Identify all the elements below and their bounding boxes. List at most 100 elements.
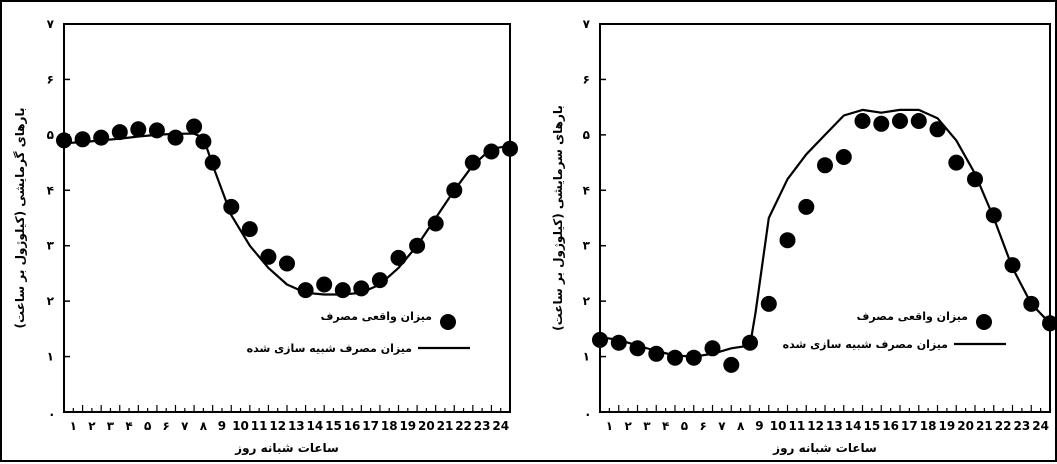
chart1-data-point xyxy=(241,221,258,238)
chart2-data-point xyxy=(667,349,683,366)
chart2-data-point xyxy=(760,295,777,312)
chart2-data-point xyxy=(610,334,627,351)
chart2-x-tick-label: 19 xyxy=(939,419,956,433)
chart1-data-point xyxy=(186,118,203,135)
chart2-data-point xyxy=(929,121,946,138)
chart2-y-tick-label: ۱ xyxy=(583,350,590,364)
chart1-x-tick-label: ۱ xyxy=(70,419,77,433)
chart2-x-tick-label: 21 xyxy=(976,419,993,433)
chart2-data-point xyxy=(629,340,646,357)
chart1-x-tick-label: ۳ xyxy=(107,419,115,433)
chart2-x-tick-label: 10 xyxy=(770,419,787,433)
chart2-data-point xyxy=(835,149,852,165)
chart2-legend-label-line: میزان مصرف شبیه سازی شده xyxy=(783,338,948,351)
chart2-data-point xyxy=(892,113,908,129)
chart2-legend-label-points: میزان واقعی مصرف xyxy=(857,310,968,323)
chart1-data-point xyxy=(74,131,91,148)
chart1-data-point xyxy=(56,132,72,149)
chart1-data-point xyxy=(427,215,444,232)
chart1-y-tick-label: ۵ xyxy=(47,128,54,142)
chart2-x-tick-label: 23 xyxy=(1014,419,1031,433)
chart2-x-tick-label: ۴ xyxy=(662,419,669,433)
chart2-data-point xyxy=(967,171,983,188)
chart1-y-tick-label: ۴ xyxy=(47,183,54,197)
chart1-x-tick-label: 20 xyxy=(418,419,435,433)
chart2-data-point xyxy=(685,349,702,366)
chart1-x-tick-label: 17 xyxy=(362,419,379,433)
chart2-data-point xyxy=(798,198,815,215)
chart1-y-axis-title: بارهای گرمایشی (کیلوژول بر ساعت) xyxy=(13,108,28,329)
chart2-y-tick-label: ۶ xyxy=(583,72,590,86)
chart1-legend-marker-points xyxy=(440,314,456,330)
chart1-data-point xyxy=(148,122,165,139)
chart1-data-point xyxy=(353,280,370,297)
chart1-x-tick-label: ۶ xyxy=(163,419,170,433)
chart2-data-point xyxy=(648,345,665,362)
chart1-data-point xyxy=(297,282,314,299)
chart1-legend-label-points: میزان واقعی مصرف xyxy=(321,310,432,323)
chart1-y-tick-label: ۲ xyxy=(47,294,55,308)
chart1-data-point xyxy=(195,133,212,150)
chart1-data-point xyxy=(93,129,110,146)
chart1-x-tick-label: ۷ xyxy=(181,419,189,433)
chart1-x-tick-label: 10 xyxy=(232,419,249,433)
chart1-x-tick-label: 21 xyxy=(437,419,454,433)
chart2-x-tick-label: 14 xyxy=(845,419,862,433)
chart2-x-tick-label: 16 xyxy=(882,419,899,433)
chart1-data-point xyxy=(167,129,184,146)
chart1-x-tick-label: 14 xyxy=(307,419,324,433)
chart2-x-tick-label: ۶ xyxy=(699,419,706,433)
chart2-x-tick-label: 11 xyxy=(789,419,806,433)
chart1-data-point xyxy=(371,272,388,289)
chart1-y-tick-label: ۳ xyxy=(47,239,55,253)
chart1-y-tick-label: . xyxy=(49,405,54,419)
chart2-data-point xyxy=(1023,295,1040,312)
chart1-data-point xyxy=(111,124,128,141)
chart2-y-tick-label: ۷ xyxy=(583,17,591,31)
chart1-x-tick-label: 13 xyxy=(288,419,305,433)
chart1-data-point xyxy=(260,248,277,265)
chart1-x-tick-label: 11 xyxy=(251,419,268,433)
chart1-legend-label-line: میزان مصرف شبیه سازی شده xyxy=(247,342,412,355)
chart1-x-tick-label: ۵ xyxy=(144,419,151,433)
chart1-y-tick-label: ۱ xyxy=(47,350,54,364)
chart1-data-point xyxy=(390,249,407,266)
chart1-x-tick-label: ۴ xyxy=(125,419,132,433)
chart2-data-point xyxy=(948,154,965,171)
chart2-data-point xyxy=(1042,315,1057,332)
chart1-y-tick-label: ۶ xyxy=(47,72,54,86)
chart2-x-tick-label: 18 xyxy=(920,419,937,433)
chart2-data-point xyxy=(910,113,927,129)
chart2-x-tick-label: ۱ xyxy=(606,419,613,433)
chart1-data-point xyxy=(223,198,240,215)
chart1-data-point xyxy=(502,140,518,157)
chart1-x-axis-title: ساعات شبانه روز xyxy=(234,441,339,456)
chart2-x-tick-label: ۸ xyxy=(737,419,745,433)
chart1-data-point xyxy=(446,182,463,199)
chart2-y-tick-label: . xyxy=(585,405,590,419)
chart2-data-point xyxy=(873,115,890,132)
chart2-x-tick-label: 22 xyxy=(995,419,1012,433)
chart1-x-tick-label: ۲ xyxy=(88,419,96,433)
chart1-x-tick-label: 18 xyxy=(381,419,398,433)
chart1-y-tick-label: ۷ xyxy=(47,17,55,31)
chart2-x-tick-label: 9 xyxy=(755,419,763,433)
chart2-data-point xyxy=(779,232,796,249)
chart2-x-tick-label: 13 xyxy=(826,419,843,433)
chart2-data-point xyxy=(985,207,1002,224)
chart2-y-tick-label: ۵ xyxy=(583,128,590,142)
chart2-data-point xyxy=(1004,257,1021,274)
chart1-data-point xyxy=(130,121,147,138)
chart1-data-point xyxy=(409,237,426,254)
chart2-x-tick-label: ۲ xyxy=(624,419,632,433)
chart1-data-point xyxy=(204,154,221,171)
chart1-x-tick-label: 12 xyxy=(269,419,286,433)
chart1-data-point xyxy=(483,143,500,160)
chart1-data-point xyxy=(316,276,333,293)
chart2-data-point xyxy=(854,113,871,129)
chart2-x-tick-label: 17 xyxy=(901,419,918,433)
chart1-data-point xyxy=(279,255,295,272)
chart1-data-point xyxy=(334,282,351,299)
